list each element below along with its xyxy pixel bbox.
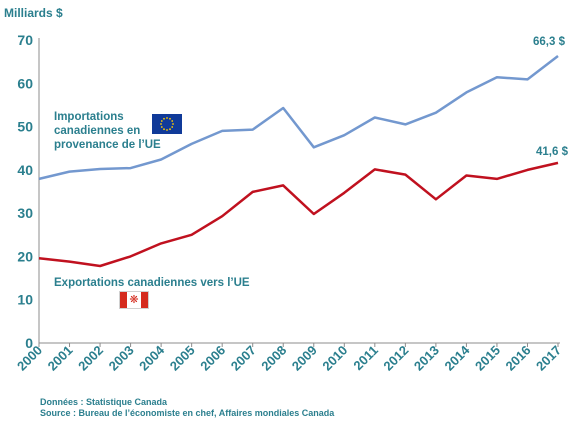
- eu-star: [160, 120, 163, 122]
- x-tick-label: 2011: [350, 343, 381, 374]
- x-tick-label: 2014: [441, 342, 473, 374]
- end-value-label-imports: 66,3 $: [533, 36, 565, 48]
- y-tick-label: 0: [25, 335, 33, 351]
- eu-star: [166, 117, 168, 119]
- eu-stars: [160, 117, 174, 131]
- x-tick-label: 2015: [472, 343, 503, 374]
- x-tick-label: 2009: [289, 343, 320, 374]
- x-tick-label: 2001: [45, 343, 76, 374]
- series-label-imports: Importations canadiennes en provenance d…: [54, 111, 161, 151]
- eu-star: [171, 120, 174, 122]
- x-tick-label: 2012: [380, 343, 411, 374]
- eu-star: [171, 126, 174, 128]
- x-tick-label: 2017: [533, 343, 564, 374]
- eu-star: [166, 129, 168, 131]
- eu-star: [172, 123, 174, 125]
- x-tick-label: 2002: [75, 343, 106, 374]
- y-tick-label: 70: [17, 32, 33, 48]
- end-value-label-exports: 41,6 $: [536, 146, 568, 158]
- x-tick-label: 2000: [14, 343, 45, 374]
- eu-star: [169, 117, 171, 120]
- eu-star: [160, 123, 162, 125]
- series-label-exports: Exportations canadiennes vers l’UE: [54, 277, 250, 289]
- eu-star: [163, 117, 165, 120]
- axes: [38, 38, 560, 344]
- series-line-imports: [38, 55, 559, 181]
- maple-leaf-icon: ❋: [129, 293, 139, 306]
- x-tick-labels: 2000 2001 2002 2003 2004 2005 2006 2007 2008 2009…: [14, 342, 564, 374]
- y-tick-label: 10: [17, 292, 33, 308]
- y-tick-label: 60: [17, 75, 33, 91]
- x-tick-label: 2010: [319, 343, 350, 374]
- y-tick-label: 40: [17, 162, 33, 178]
- x-tick-label: 2003: [106, 343, 137, 374]
- series-lines: [38, 55, 559, 268]
- y-tick-labels: 0 10 20 30 40 50 60 70: [17, 32, 33, 351]
- footnote-source: Source : Bureau de l’économiste en chef,…: [40, 408, 335, 418]
- x-tick-label: 2005: [167, 343, 198, 374]
- y-tick-label: 30: [17, 205, 33, 221]
- y-tick-label: 20: [17, 248, 33, 264]
- x-tick-label: 2004: [136, 342, 168, 374]
- eu-flag-icon: [152, 114, 182, 134]
- x-tick-label: 2008: [258, 343, 289, 374]
- canada-flag-bar-right: [141, 292, 148, 308]
- x-tick-label: 2006: [197, 343, 228, 374]
- canada-flag-icon: ❋: [119, 291, 149, 309]
- footnote-data-source: Données : Statistique Canada: [40, 397, 168, 407]
- series-line-exports: [38, 161, 559, 268]
- x-tick-label: 2013: [411, 343, 442, 374]
- canada-flag-bar-left: [120, 292, 127, 308]
- y-axis-unit-label: Milliards $: [4, 6, 63, 20]
- x-tick-label: 2016: [503, 343, 534, 374]
- eu-star: [163, 128, 165, 131]
- eu-star: [169, 128, 171, 131]
- y-tick-label: 50: [17, 119, 33, 135]
- eu-star: [160, 126, 163, 128]
- x-tick-label: 2007: [228, 343, 259, 374]
